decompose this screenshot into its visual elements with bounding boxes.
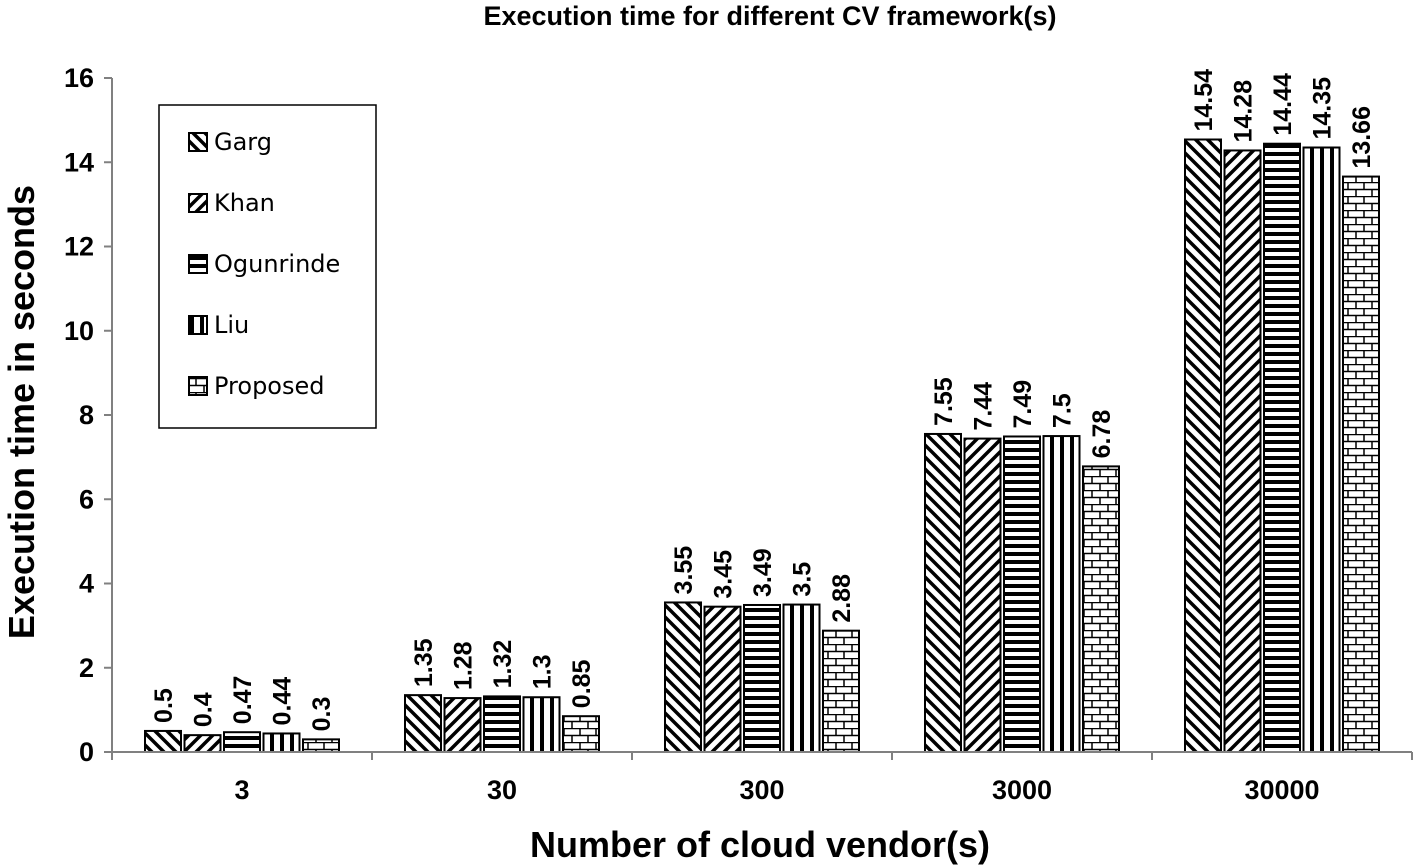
y-tick-label: 2 (79, 653, 94, 683)
value-label-khan-3: 0.4 (190, 692, 218, 727)
legend-label-garg: Garg (214, 128, 272, 156)
x-tick-label: 30000 (1244, 775, 1319, 805)
bar-garg-3 (144, 729, 182, 753)
y-axis-label: Execution time in seconds (1, 185, 42, 639)
legend: Garg Khan Ogunrinde Liu Proposed (158, 104, 377, 429)
value-label-khan-30000: 14.28 (1230, 80, 1258, 143)
value-labels: 0.5 1.35 3.55 7.55 14.54 0.4 1.28 3.45 7.44 14.28… (150, 69, 1376, 732)
value-label-liu-3000: 7.5 (1049, 393, 1077, 428)
bar-proposed-3 (302, 738, 340, 753)
y-tick-label: 14 (64, 147, 94, 177)
bar-ogunrinde-30000 (1263, 142, 1301, 753)
value-label-ogunrinde-30000: 14.44 (1269, 73, 1297, 136)
y-tick-label: 8 (79, 400, 94, 430)
value-label-khan-3000: 7.44 (970, 382, 998, 431)
value-label-khan-300: 3.45 (710, 550, 738, 599)
value-label-proposed-30: 0.85 (568, 659, 596, 708)
bar-proposed-300 (822, 629, 860, 753)
value-label-garg-30: 1.35 (410, 638, 438, 687)
bar-liu-30000 (1302, 146, 1341, 754)
value-label-proposed-3000: 6.78 (1088, 410, 1116, 459)
bar-liu-30 (522, 696, 561, 753)
x-tick-label: 300 (739, 775, 784, 805)
value-label-liu-300: 3.5 (789, 562, 817, 597)
bar-liu-300 (782, 603, 821, 753)
bar-garg-300 (664, 601, 702, 753)
legend-label-proposed: Proposed (214, 372, 325, 400)
value-label-ogunrinde-300: 3.49 (749, 548, 777, 597)
bar-garg-30000 (1184, 138, 1222, 753)
y-tick-label: 16 (64, 63, 94, 93)
value-label-garg-300: 3.55 (670, 546, 698, 595)
x-axis-label: Number of cloud vendor(s) (530, 824, 990, 865)
bar-khan-3000 (963, 437, 1002, 753)
y-axis-ticks: 0 2 4 6 8 10 12 14 16 (64, 63, 112, 767)
legend-label-liu: Liu (214, 311, 249, 339)
value-label-liu-30: 1.3 (529, 654, 557, 689)
legend-label-khan: Khan (214, 189, 275, 217)
value-label-liu-3: 0.44 (269, 677, 297, 726)
x-tick-label: 30 (487, 775, 517, 805)
bar-proposed-3000 (1082, 465, 1120, 753)
legend-swatch-proposed (188, 376, 208, 396)
legend-swatch-liu (188, 315, 208, 335)
y-tick-label: 6 (79, 484, 94, 514)
bar-khan-30 (443, 697, 482, 754)
y-tick-label: 12 (64, 232, 94, 262)
value-label-ogunrinde-3000: 7.49 (1009, 380, 1037, 429)
chart-title: Execution time for different CV framewor… (483, 1, 1056, 31)
y-tick-label: 10 (64, 316, 94, 346)
value-label-proposed-3: 0.3 (308, 697, 336, 732)
bars (144, 138, 1380, 754)
value-label-liu-30000: 14.35 (1309, 77, 1337, 140)
bar-proposed-30000 (1342, 175, 1380, 753)
legend-label-ogunrinde: Ogunrinde (214, 250, 340, 278)
x-tick-label: 3000 (992, 775, 1052, 805)
value-label-garg-3: 0.5 (150, 688, 178, 723)
bar-ogunrinde-30 (483, 695, 521, 754)
value-label-proposed-30000: 13.66 (1348, 106, 1376, 169)
legend-swatch-khan (188, 193, 208, 213)
bar-ogunrinde-3 (223, 731, 261, 753)
bar-khan-300 (703, 605, 742, 754)
bar-liu-3 (262, 732, 301, 754)
bar-garg-3000 (924, 432, 962, 753)
bar-khan-30000 (1223, 149, 1262, 753)
value-label-ogunrinde-30: 1.32 (489, 640, 517, 689)
value-label-khan-30: 1.28 (450, 641, 478, 690)
x-tick-label: 3 (234, 775, 249, 805)
value-label-garg-30000: 14.54 (1190, 69, 1218, 132)
bar-liu-3000 (1042, 435, 1081, 753)
bar-proposed-30 (562, 715, 600, 753)
bar-khan-3 (183, 734, 222, 754)
legend-swatch-ogunrinde (188, 254, 208, 274)
y-tick-label: 4 (79, 569, 94, 599)
bar-ogunrinde-3000 (1003, 435, 1041, 753)
value-label-ogunrinde-3: 0.47 (229, 676, 257, 725)
value-label-proposed-300: 2.88 (828, 574, 856, 623)
bar-ogunrinde-300 (743, 603, 781, 754)
x-axis-ticks: 3 30 300 3000 30000 (111, 752, 1413, 805)
legend-swatch-garg (188, 132, 208, 152)
y-tick-label: 0 (79, 737, 94, 767)
value-label-garg-3000: 7.55 (930, 377, 958, 426)
bar-garg-30 (404, 694, 442, 753)
